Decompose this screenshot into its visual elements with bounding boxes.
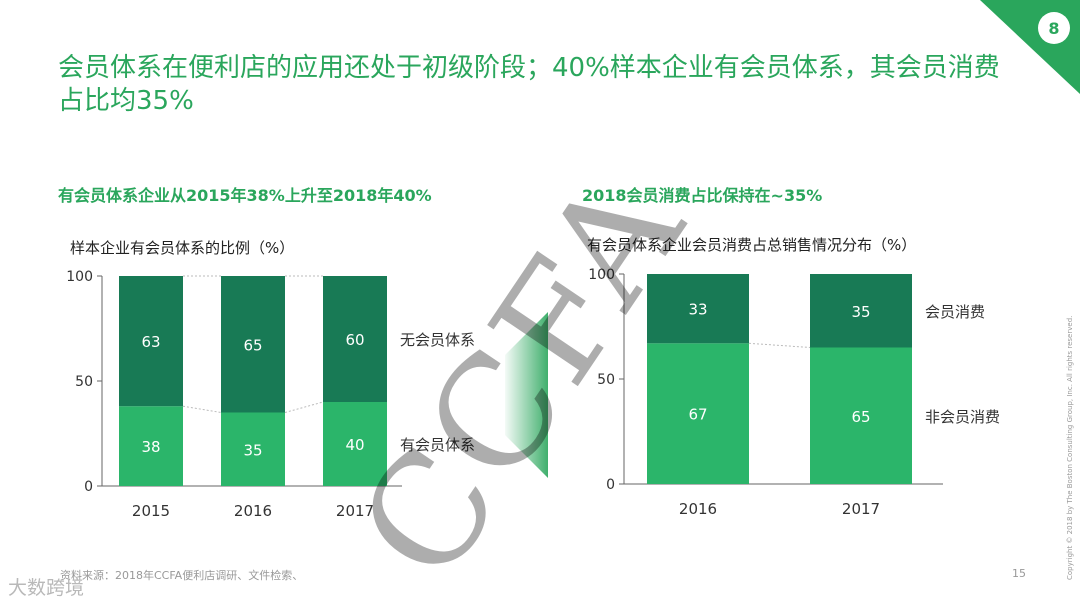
right-data-label: 65 — [851, 408, 870, 426]
left-subtitle: 有会员体系企业从2015年38%上升至2018年40% — [58, 186, 432, 205]
left-x-tick-label: 2017 — [336, 502, 374, 520]
left-data-label: 38 — [141, 438, 160, 456]
page-title: 会员体系在便利店的应用还处于初级阶段；40%样本企业有会员体系，其会员消费占比均… — [58, 53, 1000, 116]
right-y-tick-label: 0 — [606, 477, 615, 493]
right-bar-lower — [647, 343, 749, 484]
right-y-tick-label: 100 — [588, 267, 615, 283]
right-data-label: 67 — [688, 406, 707, 424]
right-x-tick-label: 2016 — [679, 500, 717, 518]
left-bar-lower — [323, 402, 387, 486]
left-bar-upper — [323, 276, 387, 402]
left-x-tick-label: 2015 — [132, 502, 170, 520]
left-data-label: 63 — [141, 333, 160, 351]
left-bar-lower — [221, 412, 285, 486]
right-data-label: 35 — [851, 303, 870, 321]
right-chart-title: 有会员体系企业会员消费占总销售情况分布（%） — [587, 236, 917, 254]
left-chart-title: 样本企业有会员体系的比例（%） — [70, 239, 295, 257]
right-bar-upper — [810, 274, 912, 348]
left-bar-upper — [119, 276, 183, 407]
brand-logo: 大数跨境 — [8, 577, 85, 599]
left-bar-upper — [221, 276, 285, 413]
left-legend-lower: 有会员体系 — [400, 436, 475, 454]
left-connector — [182, 405, 222, 413]
left-y-tick-label: 100 — [66, 269, 93, 285]
right-subtitle: 2018会员消费占比保持在~35% — [582, 186, 823, 205]
source-note: 资料来源：2018年CCFA便利店调研、文件检索、 — [60, 569, 304, 582]
right-x-tick-label: 2017 — [842, 500, 880, 518]
right-data-label: 33 — [688, 301, 707, 319]
right-bar-upper — [647, 274, 749, 344]
left-y-tick-label: 0 — [84, 479, 93, 495]
right-bar-lower — [810, 347, 912, 484]
left-y-tick-label: 50 — [75, 374, 93, 390]
left-bar-lower — [119, 406, 183, 486]
left-x-tick-label: 2016 — [234, 502, 272, 520]
page-number-badge: 8 — [1038, 12, 1070, 44]
left-connector — [284, 401, 324, 413]
right-legend-upper: 会员消费 — [925, 303, 985, 321]
copyright-note: Copyright © 2018 by The Boston Consultin… — [1066, 315, 1074, 580]
slide-number: 15 — [1012, 567, 1026, 580]
right-y-tick-label: 50 — [597, 372, 615, 388]
left-data-label: 40 — [345, 436, 364, 454]
left-data-label: 35 — [243, 441, 262, 459]
right-legend-lower: 非会员消费 — [925, 408, 1000, 426]
left-legend-upper: 无会员体系 — [400, 331, 475, 349]
left-data-label: 65 — [243, 336, 262, 354]
left-data-label: 60 — [345, 331, 364, 349]
